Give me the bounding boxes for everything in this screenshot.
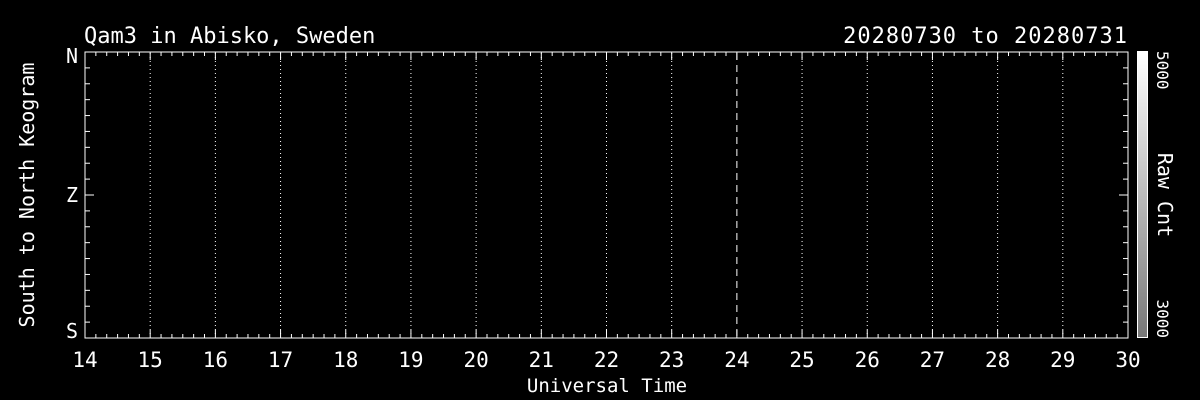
x-tick-label: 14 xyxy=(72,348,98,372)
x-tick-label: 24 xyxy=(724,348,750,372)
x-tick-label: 21 xyxy=(528,348,554,372)
x-tick-label: 23 xyxy=(659,348,685,372)
x-tick-label: 26 xyxy=(854,348,880,372)
y-tick-label: N xyxy=(65,44,78,68)
chart-title: Qam3 in Abisko, Sweden xyxy=(84,24,376,49)
x-tick-label: 27 xyxy=(919,348,946,372)
y-tick-label: Z xyxy=(65,183,78,207)
colorbar xyxy=(1137,51,1148,338)
date-range-label: 20280730 to 20280731 xyxy=(843,24,1128,49)
x-tick-label: 17 xyxy=(267,348,294,372)
x-tick-label: 22 xyxy=(593,348,620,372)
x-tick-label: 29 xyxy=(1050,348,1076,372)
colorbar-title: Raw Cnt xyxy=(1153,152,1177,238)
x-tick-label: 19 xyxy=(398,348,424,372)
x-tick-label: 28 xyxy=(984,348,1011,372)
colorbar-max-label: 5000 xyxy=(1153,51,1172,90)
y-axis-title: South to North Keogram xyxy=(15,62,39,328)
x-tick-label: 30 xyxy=(1115,348,1141,372)
x-axis-title: Universal Time xyxy=(526,375,688,397)
plot-frame xyxy=(84,51,1129,339)
colorbar-min-label: 3000 xyxy=(1153,299,1172,338)
x-tick-label: 18 xyxy=(333,348,359,372)
x-tick-label: 25 xyxy=(789,348,815,372)
x-tick-label: 16 xyxy=(202,348,229,372)
y-tick-label: S xyxy=(65,319,78,343)
x-tick-label: 15 xyxy=(137,348,163,372)
x-tick-label: 20 xyxy=(463,348,489,372)
